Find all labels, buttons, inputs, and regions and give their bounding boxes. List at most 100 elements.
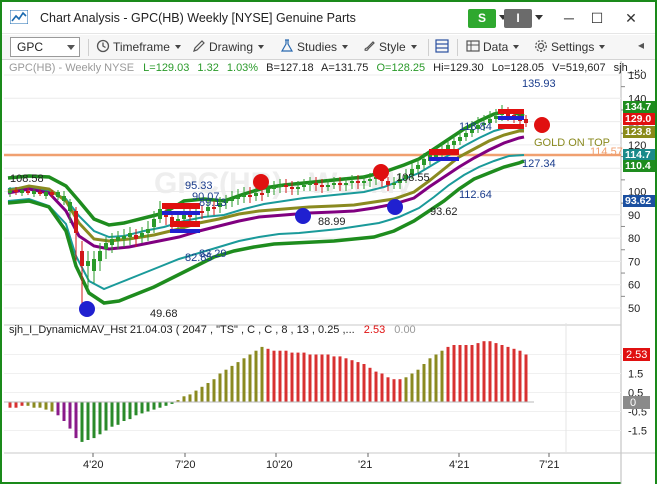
chart-area[interactable]: GPC(HB) - Weekly 15014013012011010090807…: [4, 61, 655, 484]
histogram-bar: [362, 364, 366, 402]
gold-on-top-label: GOLD ON TOP: [534, 137, 610, 149]
drawing-label: Drawing: [209, 40, 254, 54]
histogram-bar: [446, 346, 450, 402]
candle-body: [230, 199, 234, 201]
price-tick-label: 90: [628, 210, 640, 222]
toolbar-collapse-icon[interactable]: ◂: [638, 38, 645, 52]
candle-body: [398, 179, 402, 183]
settings-menu[interactable]: Settings: [534, 39, 606, 54]
histogram-bar: [62, 402, 66, 421]
histogram-bar: [344, 358, 348, 402]
candle-body: [302, 185, 306, 187]
histogram-bar: [14, 402, 18, 408]
minimize-icon[interactable]: ─: [564, 10, 574, 26]
signal-bar-marker: [162, 211, 200, 215]
histogram-bar: [314, 354, 318, 402]
close-icon[interactable]: ✕: [625, 10, 637, 26]
candle-body: [350, 181, 354, 183]
gear-icon: [535, 40, 547, 52]
style-menu[interactable]: Style: [362, 39, 417, 54]
histogram-bar: [302, 352, 306, 402]
i-dropdown-icon[interactable]: [535, 15, 543, 20]
value-label: 95.33: [185, 180, 213, 192]
candle-body: [446, 145, 450, 149]
candle-body: [266, 189, 270, 193]
candle-body: [410, 169, 414, 175]
histogram-bar: [386, 377, 390, 402]
candle-body: [290, 187, 294, 189]
maximize-icon[interactable]: ☐: [590, 10, 604, 26]
i-button[interactable]: I: [504, 9, 532, 28]
data-menu[interactable]: Data: [466, 39, 520, 54]
histogram-bar: [74, 402, 78, 439]
layout-button[interactable]: [435, 39, 452, 54]
histogram-bar: [104, 402, 108, 431]
value-label: 49.68: [150, 308, 178, 320]
candle-body: [344, 183, 348, 185]
candle-body: [134, 235, 138, 239]
value-label: 89.13: [199, 197, 227, 209]
value-label: 135.93: [522, 78, 556, 90]
candle-body: [206, 207, 210, 211]
histogram-bar: [512, 348, 516, 402]
layout-icon: [435, 39, 449, 53]
style-label: Style: [379, 40, 406, 54]
drawing-menu[interactable]: Drawing: [192, 39, 265, 54]
red-signal-dot[interactable]: [253, 174, 269, 190]
title-bar[interactable]: Chart Analysis - GPC(HB) Weekly [NYSE] G…: [2, 2, 655, 34]
histogram-bar: [266, 348, 270, 402]
histogram-bar: [326, 354, 330, 402]
candle-body: [110, 239, 114, 245]
signal-bar-marker: [170, 221, 200, 227]
symbol-dropdown-icon[interactable]: [67, 45, 75, 50]
candle-body: [464, 133, 468, 137]
blue-signal-dot[interactable]: [387, 199, 403, 215]
lower-mid-band-line: [7, 154, 525, 291]
histogram-bar: [518, 350, 522, 402]
candle-body: [56, 192, 60, 197]
histogram-bar: [458, 345, 462, 402]
red-signal-dot[interactable]: [373, 164, 389, 180]
histogram-bar: [260, 346, 264, 402]
candle-body: [452, 141, 456, 145]
s-button[interactable]: S: [468, 9, 496, 28]
symbol-input[interactable]: GPC: [10, 37, 80, 57]
candle-body: [416, 165, 420, 169]
blue-signal-dot[interactable]: [295, 208, 311, 224]
histogram-bar: [440, 350, 444, 402]
candle-body: [26, 191, 30, 193]
red-signal-dot[interactable]: [534, 117, 550, 133]
candle-body: [254, 193, 258, 196]
candle-body: [20, 190, 24, 193]
signal-bar-marker: [429, 149, 459, 155]
candle-body: [224, 201, 228, 203]
candle-body: [248, 195, 252, 197]
candle-body: [38, 192, 42, 194]
window-title: Chart Analysis - GPC(HB) Weekly [NYSE] G…: [40, 11, 356, 25]
price-chart-canvas[interactable]: GPC(HB) - Weekly 15014013012011010090807…: [4, 61, 655, 484]
candle-body: [50, 192, 54, 195]
histogram-bar: [44, 402, 48, 410]
studies-menu[interactable]: Studies: [280, 39, 349, 54]
pencil-icon: [193, 40, 205, 52]
histogram-bar: [86, 402, 90, 440]
candle-body: [140, 233, 144, 237]
price-badge: [623, 126, 655, 138]
blue-signal-dot[interactable]: [79, 301, 95, 317]
timeframe-menu[interactable]: Timeframe: [96, 39, 181, 54]
candle-body: [260, 193, 264, 195]
price-badge-label: 114.7: [625, 149, 651, 161]
toolbar-divider: [428, 39, 429, 56]
histogram-bar: [68, 402, 72, 429]
chevron-down-icon: [174, 45, 181, 49]
s-dropdown-icon[interactable]: [499, 15, 507, 20]
indicator-value: 2.53: [364, 324, 385, 336]
candle-body: [8, 191, 12, 193]
price-tick-label: 60: [628, 280, 640, 292]
histogram-bar: [128, 402, 132, 420]
value-label: 88.99: [318, 216, 346, 228]
price-tick-label: 150: [628, 70, 646, 82]
price-badge: [623, 195, 655, 207]
histogram-bar: [452, 345, 456, 402]
candle-body: [326, 185, 330, 187]
